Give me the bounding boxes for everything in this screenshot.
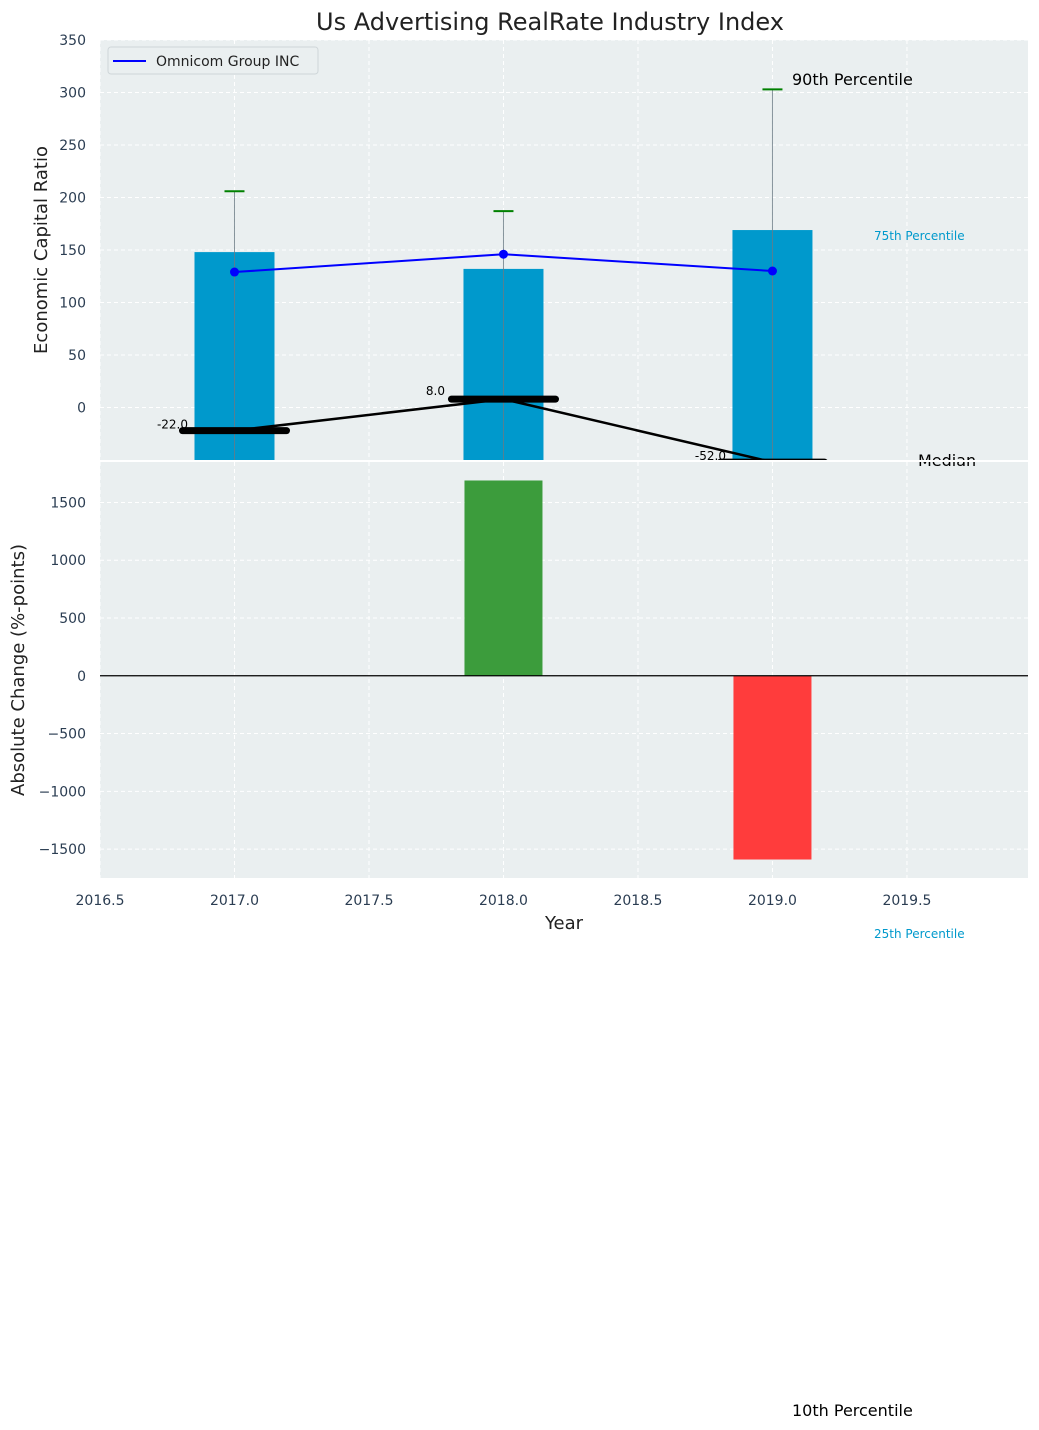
xtick-label: 2017.5 (344, 893, 393, 909)
ytick-label-bottom: 500 (59, 611, 86, 627)
bottom-panel: −1500 −1000 −500 0 500 1000 1500 2016.5 2017.0 20… (8, 462, 1028, 934)
y-axis-label-bottom: Absolute Change (%-points) (8, 544, 29, 796)
bar-change-positive (464, 480, 543, 676)
legend-label-omnicom: Omnicom Group INC (156, 54, 299, 70)
median-data-label: -22.0 (157, 418, 188, 432)
label-10th-percentile: 10th Percentile (792, 1401, 913, 1420)
plot-area-bottom (100, 462, 1028, 878)
xtick-label: 2019.5 (882, 893, 931, 909)
ytick-label-bottom: 0 (77, 669, 86, 685)
ytick-label-top: 150 (59, 243, 86, 259)
ytick-label-bottom: 1500 (50, 495, 86, 511)
legend-box (107, 46, 319, 75)
ytick-label-top: 50 (68, 348, 86, 364)
xtick-label: 2017.0 (210, 893, 259, 909)
ytick-label-bottom: −1500 (39, 842, 86, 858)
label-25th-percentile: 25th Percentile (874, 927, 965, 941)
x-axis-label: Year (544, 913, 584, 934)
median-data-label: -52.0 (695, 449, 726, 463)
label-90th-percentile: 90th Percentile (792, 70, 913, 89)
ytick-label-top: 350 (59, 33, 86, 49)
xtick-label: 2018.5 (613, 893, 662, 909)
xtick-label: 2019.0 (748, 893, 797, 909)
median-data-label: 8.0 (426, 384, 445, 398)
chart-title: Us Advertising RealRate Industry Index (316, 8, 784, 36)
point-omnicom (767, 266, 777, 276)
xtick-label: 2018.0 (479, 893, 528, 909)
ytick-label-top: 100 (59, 296, 86, 312)
ytick-label-bottom: −500 (48, 727, 86, 743)
ytick-label-top: 0 (77, 401, 86, 417)
ytick-label-bottom: 1000 (50, 553, 86, 569)
xtick-label: 2016.5 (76, 893, 125, 909)
label-75th-percentile: 75th Percentile (874, 229, 965, 243)
top-panel: -22.0 8.0 -52.0 0 50 100 150 200 250 300 350 Econom… (31, 33, 1028, 463)
legend: Omnicom Group INC (107, 46, 319, 75)
top-content (178, 88, 828, 460)
ytick-label-top: 250 (59, 138, 86, 154)
y-axis-label-top: Economic Capital Ratio (31, 146, 52, 354)
bar-change-negative (733, 675, 812, 860)
point-omnicom (229, 267, 239, 277)
point-omnicom (498, 249, 508, 259)
ytick-label-bottom: −1000 (39, 784, 86, 800)
ytick-label-top: 200 (59, 191, 86, 207)
ytick-label-top: 300 (59, 86, 86, 102)
